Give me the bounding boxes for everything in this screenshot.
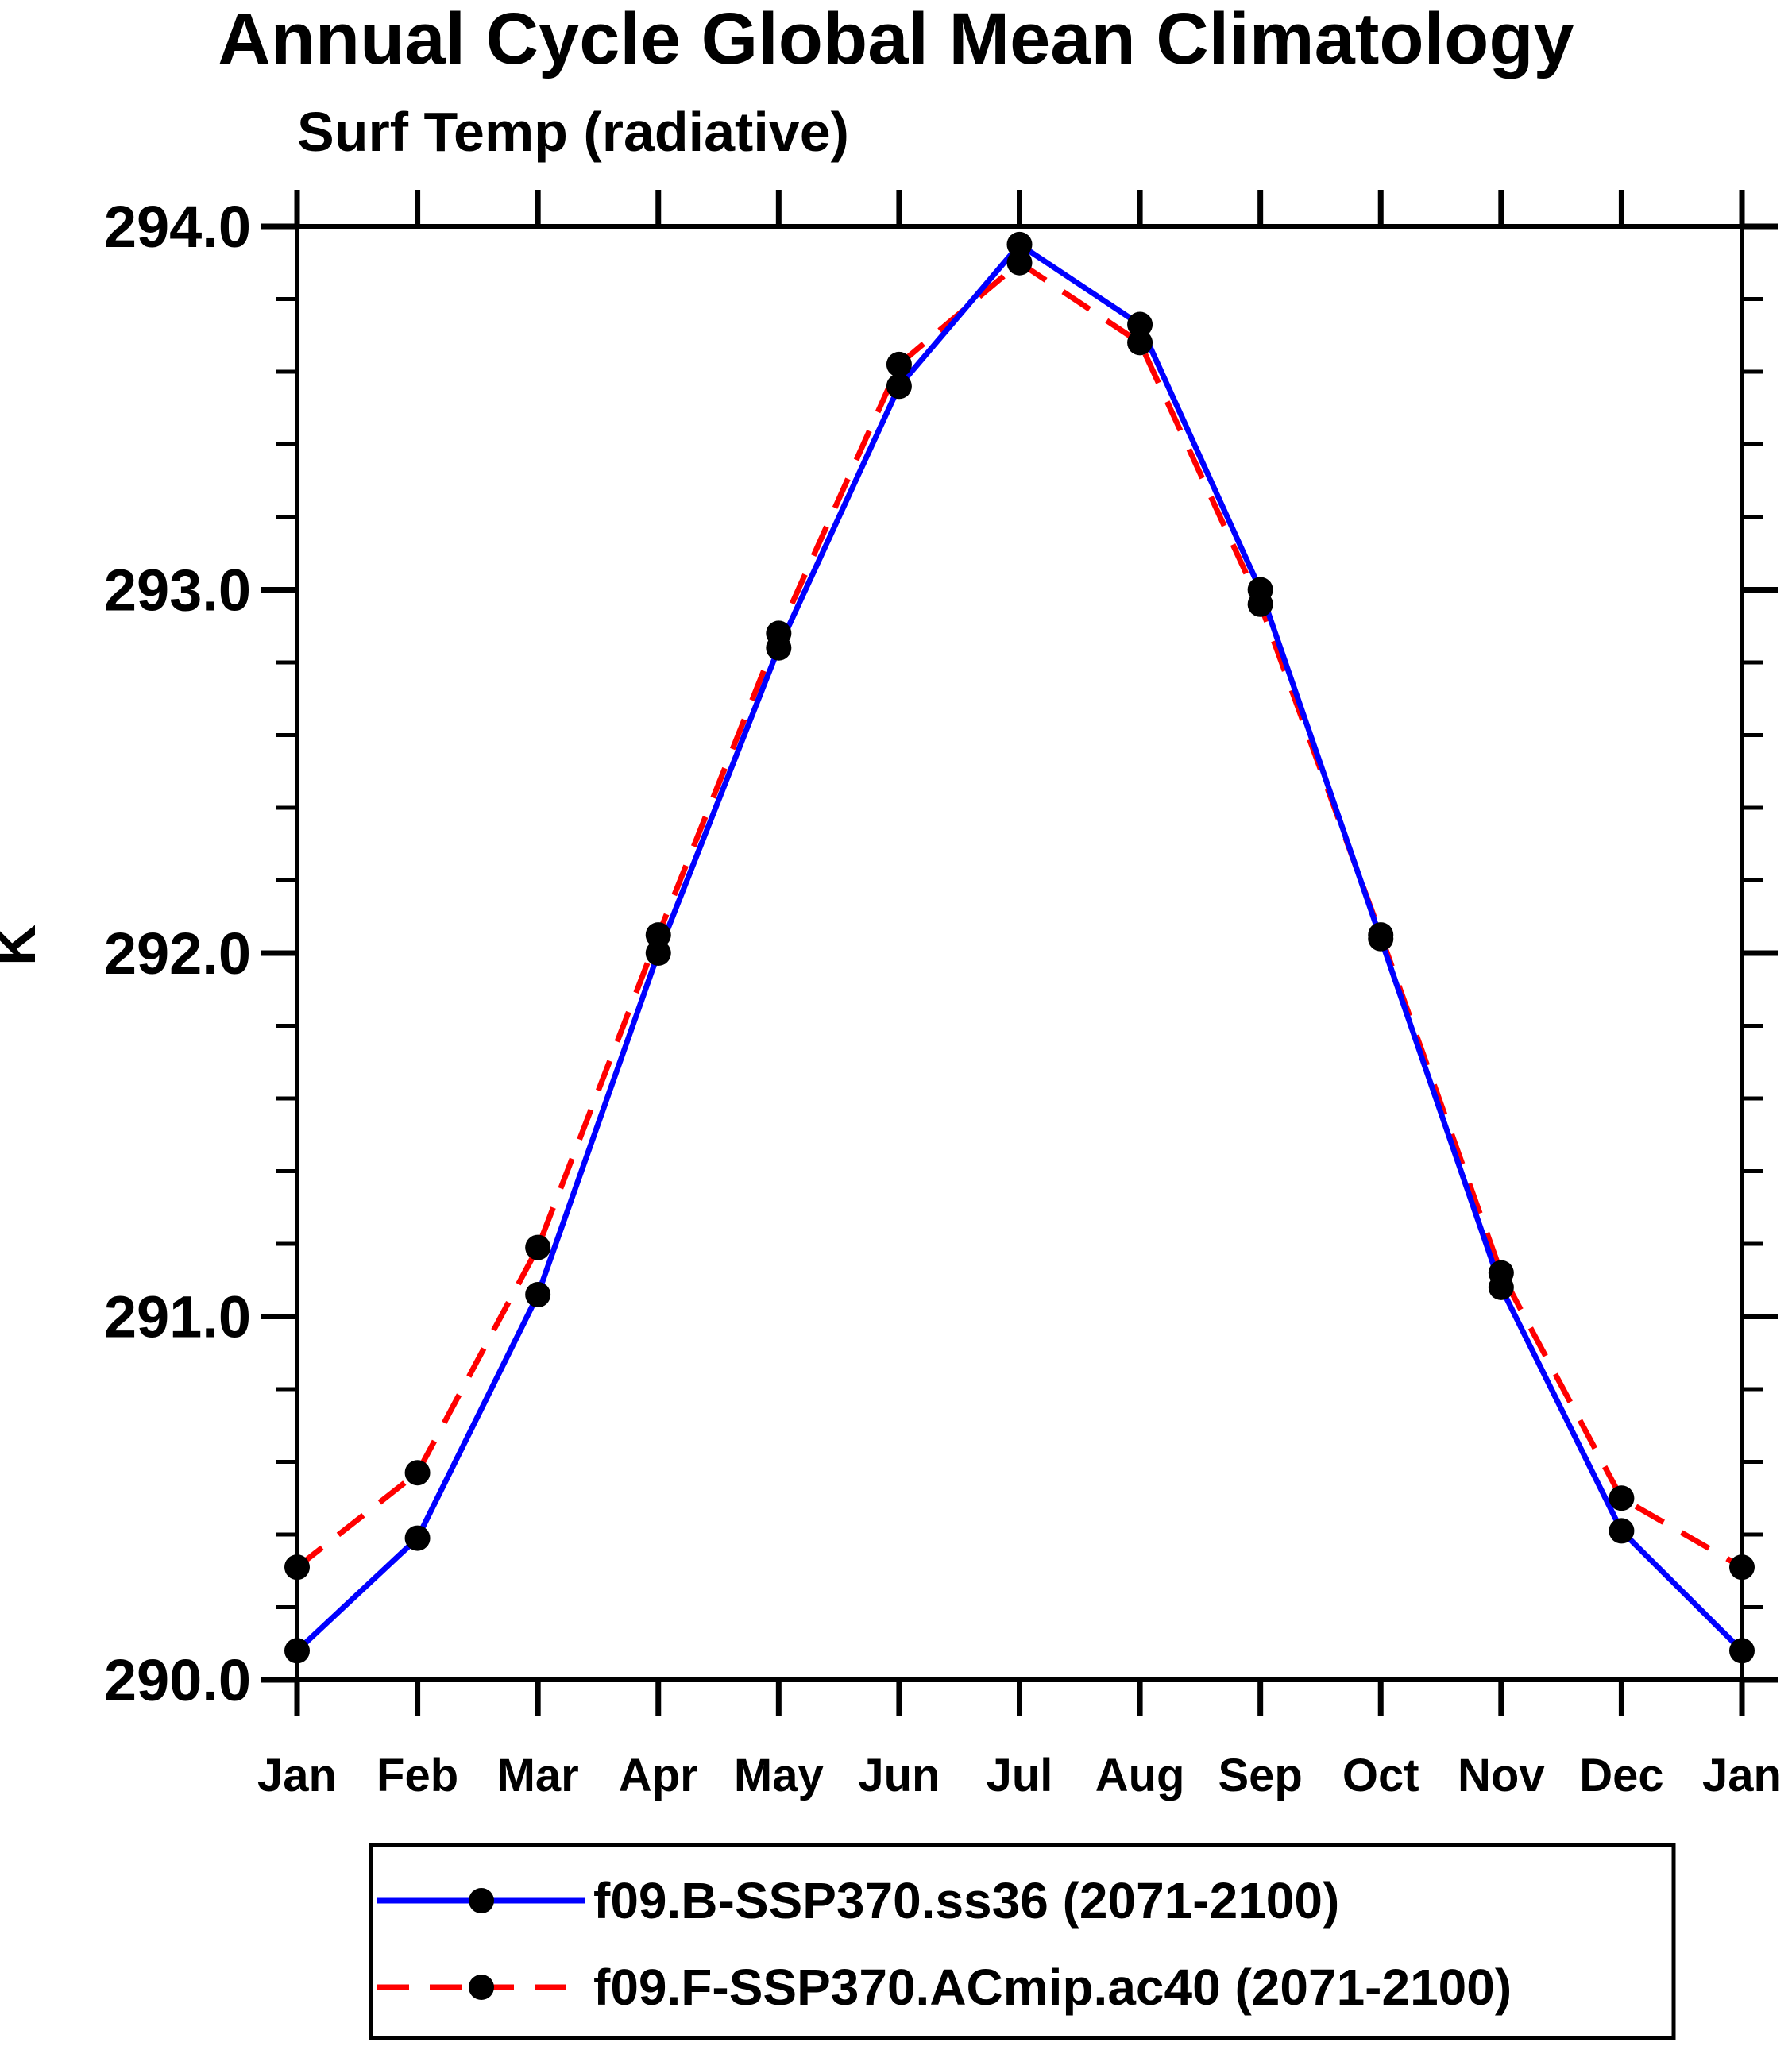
data-point-marker xyxy=(1127,311,1153,338)
data-point-marker xyxy=(1127,330,1153,356)
x-tick-label: Oct xyxy=(1342,1750,1419,1801)
x-tick-label: Feb xyxy=(377,1750,458,1801)
data-point-marker xyxy=(525,1234,551,1260)
x-tick-label: Jun xyxy=(858,1750,940,1801)
x-tick-label: May xyxy=(734,1750,824,1801)
chart-legend: f09.B-SSP370.ss36 (2071-2100) f09.F-SSP37… xyxy=(369,1843,1676,2040)
x-tick-label: Jul xyxy=(987,1750,1053,1801)
data-point-marker xyxy=(645,922,671,948)
x-tick-label: Jan xyxy=(1702,1750,1782,1801)
data-point-marker xyxy=(766,620,792,647)
data-point-marker xyxy=(1488,1260,1514,1286)
axis-ticks xyxy=(261,190,1778,1716)
legend-box xyxy=(369,1843,1676,2040)
x-tick-label: Mar xyxy=(497,1750,579,1801)
y-tick-label: 292.0 xyxy=(104,921,251,986)
data-point-marker xyxy=(404,1460,431,1486)
series-line xyxy=(295,259,1744,1570)
data-point-marker xyxy=(525,1282,551,1308)
y-tick-label: 291.0 xyxy=(104,1284,251,1350)
data-point-marker xyxy=(645,940,671,966)
data-point-marker xyxy=(1368,922,1394,948)
axis-labels: Jan Feb Mar Apr May Jun Jul Aug Sep Oct Nov Dec Jan2… xyxy=(104,194,1782,1801)
x-tick-label: Jan xyxy=(257,1750,337,1801)
chart-subtitle: Surf Temp (radiative) xyxy=(297,101,849,163)
data-point-marker xyxy=(1609,1518,1635,1544)
y-tick-label: 290.0 xyxy=(104,1647,251,1713)
x-tick-label: Nov xyxy=(1458,1750,1545,1801)
y-tick-label: 294.0 xyxy=(104,194,251,260)
legend-entry-label: f09.F-SSP370.ACmip.ac40 (2071-2100) xyxy=(593,1959,1512,2016)
x-tick-label: Apr xyxy=(619,1750,698,1801)
data-point-marker xyxy=(1006,231,1033,257)
chart-title: Annual Cycle Global Mean Climatology xyxy=(218,0,1574,79)
data-point-marker xyxy=(886,351,912,377)
y-tick-label: 293.0 xyxy=(104,558,251,623)
plot-frame xyxy=(295,224,1744,1682)
y-axis-unit-label: K xyxy=(0,925,48,966)
data-point-marker xyxy=(1006,249,1033,276)
legend-sample-marker xyxy=(469,1888,494,1913)
data-series xyxy=(284,231,1755,1664)
data-point-marker xyxy=(886,373,912,400)
x-tick-label: Sep xyxy=(1218,1750,1302,1801)
legend-entry-label: f09.B-SSP370.ss36 (2071-2100) xyxy=(593,1872,1339,1929)
data-point-marker xyxy=(1609,1485,1635,1511)
x-tick-label: Aug xyxy=(1095,1750,1185,1801)
x-tick-label: Dec xyxy=(1579,1750,1663,1801)
data-point-marker xyxy=(404,1525,431,1551)
data-point-marker xyxy=(1247,591,1273,617)
series-line xyxy=(295,241,1744,1653)
legend-sample-marker xyxy=(469,1975,494,2000)
